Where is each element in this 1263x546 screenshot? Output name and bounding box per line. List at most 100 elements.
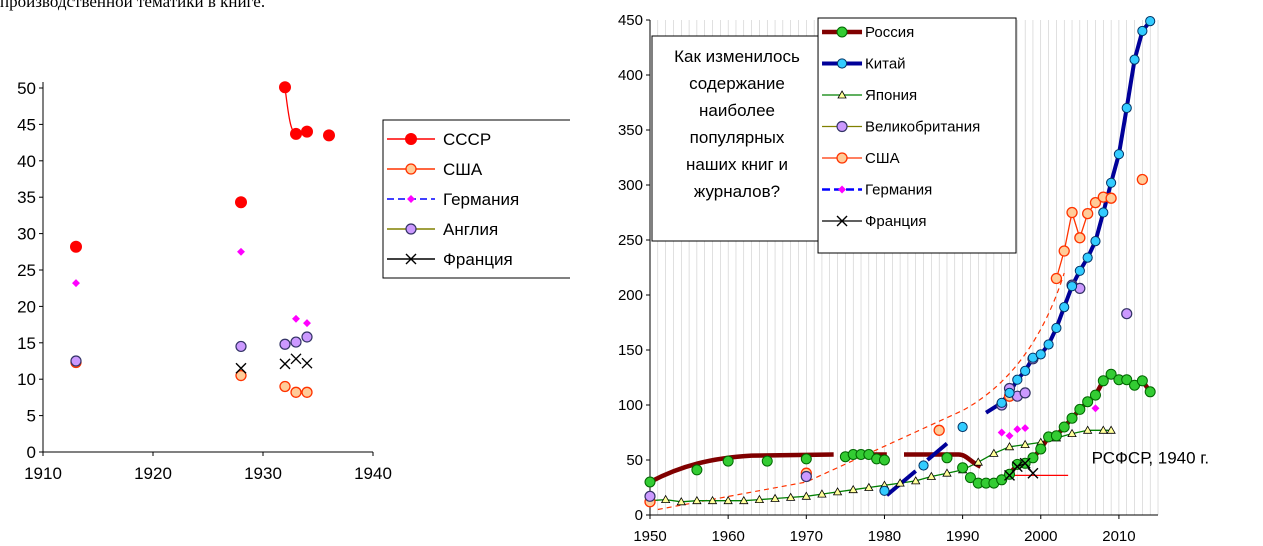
japan-point [754,494,765,503]
y-tick-label: 15 [17,334,36,353]
x-tick-label: 1980 [868,528,901,545]
usa2-point [1066,206,1078,219]
legend-marker-france [836,215,848,227]
china-point [996,397,1007,408]
ussr-point [279,81,291,94]
y-tick-label: 400 [618,67,643,84]
x-tick-label: 1940 [354,464,392,483]
russia-point [1097,375,1109,387]
china-point [1059,302,1070,313]
x-tick-label: 2000 [1024,528,1057,545]
legend-marker-japan [837,90,847,99]
usa2-point [1105,192,1117,204]
england-point [290,336,302,348]
series-ussr [70,81,335,253]
china-point [957,421,968,433]
russia-point [1035,443,1047,455]
france-point [235,362,247,374]
y-tick-label: 35 [17,188,36,207]
y-tick-label: 10 [17,370,36,389]
x-tick-label: 1920 [134,464,172,483]
china-point [1090,236,1101,247]
russia-point [1105,368,1117,380]
england-point [235,340,247,353]
japan-point [895,478,905,487]
legend-marker-ussr [405,133,417,145]
usa-point [235,369,247,382]
y-tick-label: 100 [618,397,643,414]
russia-point [644,476,656,488]
russia-point [996,474,1008,486]
japan-point [832,487,843,496]
england-point [279,338,291,350]
japan-point [1082,425,1093,434]
japan-point [692,495,702,505]
x-tick-label: 1960 [711,528,744,545]
series-england [70,331,313,367]
legend-marker-china [836,58,848,69]
china-point [1145,16,1156,27]
usa-trend-line [657,272,1065,511]
france-point [301,357,313,369]
usa2-point [1136,173,1149,186]
usa2-point [1089,196,1102,209]
ussr-point [301,125,313,138]
russia-point [1144,386,1156,398]
uk-point [1121,308,1133,320]
annotation-box [651,35,823,242]
china-point [1066,281,1078,292]
russia-point [878,454,890,466]
china-point [1113,149,1125,160]
y-tick-label: 450 [618,12,643,29]
usa2-point [1074,232,1086,244]
germany-point [997,428,1006,437]
y-tick-label: 150 [618,342,643,359]
series-uk [644,279,1133,502]
germany-point [1021,424,1030,433]
legend-marker-germany [407,195,415,203]
y-tick-label: 250 [618,232,643,249]
japan-point [770,493,780,502]
usa-point [290,386,302,398]
x-tick-label: 1930 [244,464,282,483]
russia-point [1121,374,1133,386]
legend-label-russia: Россия [865,24,914,41]
china-point [1082,252,1093,263]
china-point [1035,349,1046,360]
russia-point [761,455,773,467]
usa-point [301,386,313,398]
france-point [290,353,302,365]
x-tick-label: 1950 [633,528,666,545]
japan-point [817,489,827,498]
y-tick-label: 30 [17,225,36,244]
russia-point [1082,396,1094,408]
china-point [1012,374,1023,385]
legend-label-france: Франция [865,213,926,230]
japan-point [973,457,983,466]
japan-point [848,484,858,494]
russia-point [1058,421,1070,433]
series-germany [72,247,311,328]
japan-point [1067,428,1077,437]
legend-label-uk: Великобритания [865,119,980,136]
ussr-point [323,129,335,142]
russia-point [1050,430,1062,442]
china-point [1020,365,1031,376]
japan-point [1106,425,1116,434]
chart-right: 0 50 100 150 200 250 300 350 400 450 1950 1960 1970 1… [618,12,1209,545]
japan-point [801,491,811,500]
china-point [1121,102,1132,114]
germany-point [237,247,245,256]
germany-point [1005,431,1014,440]
legend-marker-usa [405,163,417,175]
y-tick-label: 20 [17,297,36,316]
legend-marker-germany [838,185,846,194]
series-germany [997,404,1100,440]
germany-point [292,314,300,323]
japan-point [676,496,686,506]
russia-point [1027,452,1039,464]
russia-point [1066,412,1078,424]
annotation-line: популярных [690,128,785,147]
ussr-point [70,240,82,253]
japan-point [723,495,733,505]
